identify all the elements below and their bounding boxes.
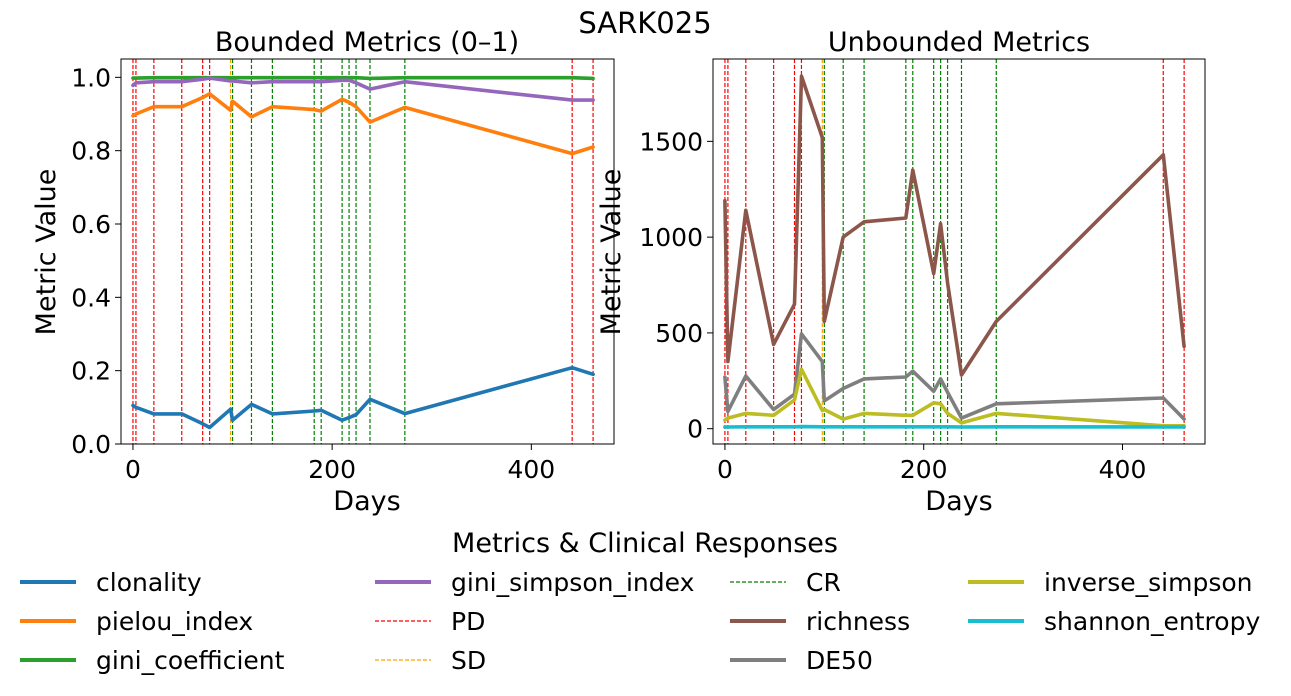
legend-entry-SD: SD [375,646,486,675]
unbounded-x-axis-label: Days [925,486,992,517]
legend-entry-PD: PD [375,607,485,636]
bounded-axis-ticks: 0 200 400 0.0 0.2 0.4 0.6 0.8 1.0 [71,63,555,484]
bounded-y-tick-label: 0.4 [71,283,111,312]
legend-label: richness [806,607,910,636]
bounded-y-tick-label: 0.6 [71,210,111,239]
unbounded-series-richness [723,74,1186,377]
bounded-y-tick-label: 1.0 [71,63,111,92]
legend-label: gini_simpson_index [451,568,694,597]
unbounded-x-tick-label: 400 [1099,455,1147,484]
bounded-plot-frame [120,58,615,445]
legend-entry-inverse_simpson: inverse_simpson [968,568,1253,597]
suptitle: SARK025 [578,6,711,40]
bounded-response-lines [132,59,594,444]
legend-entry-clonality: clonality [20,568,202,597]
bounded-y-axis-label: Metric Value [31,169,62,336]
bounded-series-pielou_index [131,92,595,156]
bounded-series-clonality [131,365,595,430]
legend-entry-DE50: DE50 [730,646,873,675]
unbounded-chart-title: Unbounded Metrics [828,27,1090,58]
unbounded-y-tick-label: 500 [655,319,703,348]
legend-label: SD [451,646,486,675]
bounded-metrics-panel: Bounded Metrics (0–1) 0 200 400 0.0 0.2 0.4 0.… [31,27,615,517]
legend-label: clonality [96,568,202,597]
bounded-y-tick-label: 0.2 [71,357,111,386]
legend-entry-gini_coefficient: gini_coefficient [20,646,285,675]
bounded-series-lines [131,75,595,430]
unbounded-y-tick-label: 1500 [639,127,703,156]
unbounded-axis-ticks: 0 200 400 0 500 1000 1500 [639,127,1146,484]
unbounded-y-tick-label: 1000 [639,223,703,252]
unbounded-series-inverse_simpson [723,367,1186,428]
legend-entry-pielou_index: pielou_index [20,607,253,636]
legend-label: PD [451,607,485,636]
unbounded-x-tick-label: 0 [717,455,733,484]
legend-title: Metrics & Clinical Responses [452,528,838,559]
legend-label: pielou_index [96,607,253,636]
unbounded-y-axis-label: Metric Value [596,169,627,336]
legend-label: gini_coefficient [96,646,285,675]
bounded-x-tick-label: 400 [507,455,555,484]
legend-items: clonality pielou_index gini_coefficient gin… [20,568,1260,675]
bounded-x-tick-label: 0 [125,455,141,484]
bounded-series-gini_coefficient [131,75,595,81]
bounded-x-tick-label: 200 [308,455,356,484]
legend-label: inverse_simpson [1044,568,1253,597]
legend: Metrics & Clinical Responses clonality pi… [20,528,1260,675]
unbounded-series-lines [723,74,1186,429]
legend-entry-shannon_entropy: shannon_entropy [968,607,1260,636]
unbounded-plot-frame [712,58,1206,445]
unbounded-metrics-panel: Unbounded Metrics 0 200 400 0 500 1000 1500 Da… [596,27,1206,517]
legend-entry-richness: richness [730,607,910,636]
legend-label: shannon_entropy [1044,607,1260,636]
bounded-y-tick-label: 0.0 [71,430,111,459]
legend-label: CR [806,568,841,597]
bounded-chart-title: Bounded Metrics (0–1) [215,27,519,58]
unbounded-series-DE50 [723,332,1186,421]
unbounded-y-tick-label: 0 [687,415,703,444]
unbounded-x-tick-label: 200 [900,455,948,484]
bounded-series-gini_simpson_index [131,76,595,102]
legend-entry-CR: CR [730,568,841,597]
bounded-x-axis-label: Days [333,486,400,517]
legend-entry-gini_simpson_index: gini_simpson_index [375,568,694,597]
bounded-y-tick-label: 0.8 [71,137,111,166]
legend-label: DE50 [806,646,873,675]
